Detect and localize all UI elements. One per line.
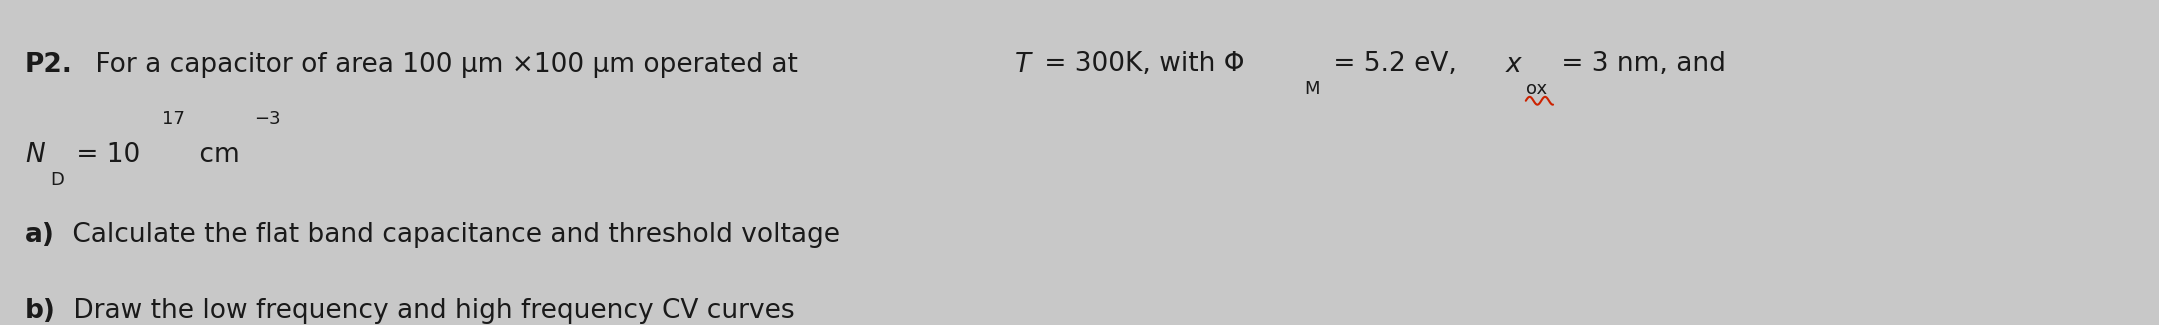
Text: cm: cm [192,142,240,168]
Text: = 10: = 10 [69,142,140,168]
Text: a): a) [26,222,54,248]
Text: ox: ox [1526,80,1548,98]
Text: = 300K, with Φ: = 300K, with Φ [1036,51,1244,77]
Text: Calculate the flat band capacitance and threshold voltage: Calculate the flat band capacitance and … [63,222,840,248]
Text: T: T [1015,51,1032,77]
Text: −3: −3 [255,110,281,127]
Text: Draw the low frequency and high frequency CV curves: Draw the low frequency and high frequenc… [65,298,795,324]
Text: b): b) [26,298,56,324]
Text: = 5.2 eV,: = 5.2 eV, [1326,51,1466,77]
Text: For a capacitor of area 100 μm ×100 μm operated at: For a capacitor of area 100 μm ×100 μm o… [86,51,805,77]
Text: D: D [50,171,65,189]
Text: x: x [1505,51,1522,77]
Text: = 3 nm, and: = 3 nm, and [1552,51,1725,77]
Text: P2.: P2. [26,51,73,77]
Text: 17: 17 [162,110,184,127]
Text: M: M [1304,80,1319,98]
Text: N: N [26,142,45,168]
